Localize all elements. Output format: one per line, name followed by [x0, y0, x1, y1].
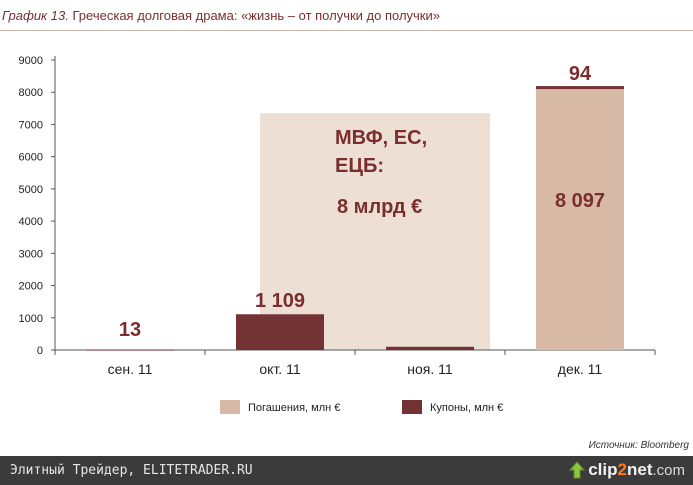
- footer-bar: Элитный Трейдер, ELITETRADER.RU clip2net…: [0, 456, 693, 485]
- up-arrow-icon: [569, 461, 585, 479]
- data-label-oct: 1 109: [255, 290, 305, 312]
- legend-swatch-coupons: [402, 400, 422, 414]
- legend-label-coupons: Купоны, млн €: [430, 402, 503, 414]
- data-label-dec-coupons: 94: [569, 63, 592, 85]
- y-tick-label-5: 5000: [19, 184, 43, 196]
- y-tick-label-9: 9000: [19, 55, 43, 67]
- y-tick-label-4: 4000: [19, 216, 43, 228]
- annotation-line-1: МВФ, ЕС,: [335, 127, 427, 149]
- chart-title: График 13. Греческая долговая драма: «жи…: [2, 8, 440, 23]
- y-tick-label-3: 3000: [19, 248, 43, 260]
- data-label-dec-repayments: 8 097: [555, 190, 605, 212]
- annotation-line-2: ЕЦБ:: [335, 155, 384, 177]
- x-tick-label-3: дек. 11: [558, 361, 603, 377]
- bar-coupons-2: [386, 346, 474, 350]
- source-note: Источник: Bloomberg: [588, 440, 689, 451]
- bar-coupons-1: [236, 314, 324, 350]
- data-label-sep: 13: [119, 319, 141, 341]
- chart-header: График 13. Греческая долговая драма: «жи…: [0, 0, 693, 31]
- y-tick-label-2: 2000: [19, 281, 43, 293]
- y-tick-label-6: 6000: [19, 152, 43, 164]
- bar-chart: 0 1000 2000 3000 4000 5000 6000 7000 8000 9000 сен…: [19, 55, 656, 414]
- x-tick-label-1: окт. 11: [259, 361, 300, 377]
- legend-swatch-repayments: [220, 400, 240, 414]
- clip2net-logo[interactable]: clip2net.com: [588, 460, 685, 479]
- y-tick-label-7: 7000: [19, 119, 43, 131]
- annotation-box: [260, 113, 490, 351]
- bar-coupons-3: [536, 86, 624, 90]
- chart-title-text: Греческая долговая драма: «жизнь – от по…: [72, 8, 441, 23]
- y-tick-label-1: 1000: [19, 313, 43, 325]
- x-tick-label-0: сен. 11: [108, 361, 153, 377]
- legend-label-repayments: Погашения, млн €: [248, 402, 340, 414]
- chart-number: График 13.: [2, 8, 69, 23]
- footer-site-text: Элитный Трейдер, ELITETRADER.RU: [10, 463, 253, 478]
- y-tick-label-8: 8000: [19, 87, 43, 99]
- y-tick-label-0: 0: [37, 345, 43, 357]
- x-tick-label-2: ноя. 11: [407, 361, 453, 377]
- annotation-line-3: 8 млрд €: [337, 196, 422, 218]
- bar-coupons-0: [86, 349, 174, 351]
- bar-repayments-3: [536, 89, 624, 350]
